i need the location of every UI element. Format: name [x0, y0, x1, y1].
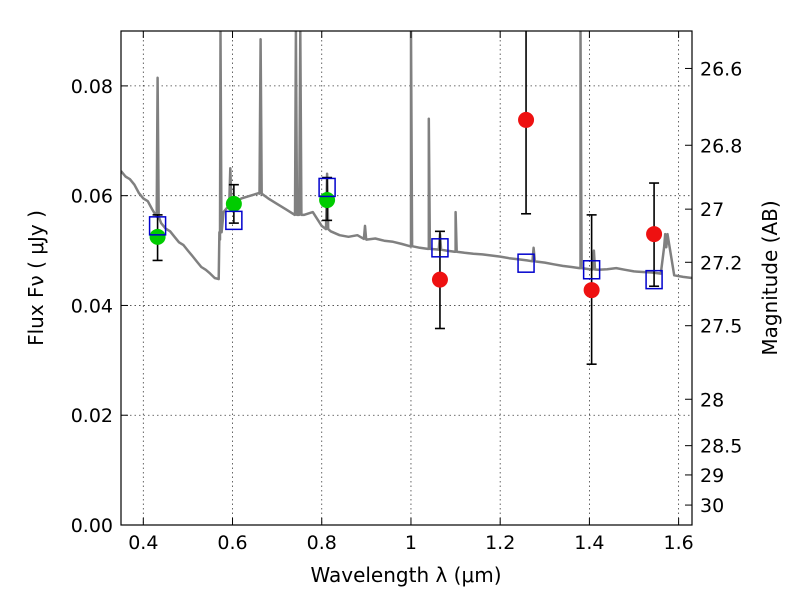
x-axis-label: Wavelength λ (μm) [310, 563, 501, 587]
model-flux-box [225, 210, 243, 231]
model-flux-box [431, 238, 449, 258]
x-tick-label: 1.4 [574, 532, 604, 554]
y2-tick-label: 29 [700, 465, 724, 487]
green-data-point [225, 195, 242, 212]
y2-axis-label: Magnitude (AB) [758, 200, 782, 355]
model-flux-box [582, 260, 601, 280]
model-flux-box [318, 177, 336, 198]
y2-tick-label: 27 [700, 199, 724, 221]
y-axis-label: Flux Fν ( μJy ) [24, 210, 48, 346]
red-data-point [431, 271, 448, 288]
y-tick-label: 0.06 [71, 186, 113, 208]
y-tick-label: 0.00 [71, 515, 113, 537]
model-flux-box [645, 269, 663, 290]
y-tick-label: 0.02 [71, 405, 113, 427]
x-tick-label: 1 [405, 532, 417, 554]
photometry-points [148, 31, 663, 365]
x-tick-label: 1.6 [664, 532, 694, 554]
y2-tick-label: 26.6 [700, 58, 742, 80]
green-data-point [149, 228, 166, 245]
model-flux-box [517, 253, 535, 273]
plot-frame [120, 30, 693, 526]
y-tick-label: 0.08 [71, 76, 113, 98]
y2-tick-label: 30 [700, 495, 724, 517]
x-tick-label: 0.8 [307, 532, 337, 554]
model-spectrum-line [121, 31, 692, 281]
y2-tick-label: 27.5 [700, 316, 742, 338]
y2-tick-label: 26.8 [700, 135, 742, 157]
x-tick-label: 1.2 [485, 532, 515, 554]
red-data-point [646, 226, 663, 243]
y-tick-label: 0.04 [71, 295, 113, 317]
x-tick-label: 0.4 [128, 532, 158, 554]
model-flux-box [148, 216, 167, 236]
y2-tick-label: 28.5 [700, 436, 742, 458]
red-data-point [518, 111, 535, 128]
y2-tick-label: 28 [700, 389, 724, 411]
model-spectrum [121, 31, 692, 281]
x-tick-label: 0.6 [217, 532, 247, 554]
y2-tick-label: 27.2 [700, 252, 742, 274]
red-data-point [583, 282, 600, 299]
axis-ticks: 0.4 0.6 0.8 1 1.2 1.4 1.6 0.00 0.02 0.04 0.06 0.08 2… [71, 31, 742, 554]
green-data-point [319, 192, 336, 209]
